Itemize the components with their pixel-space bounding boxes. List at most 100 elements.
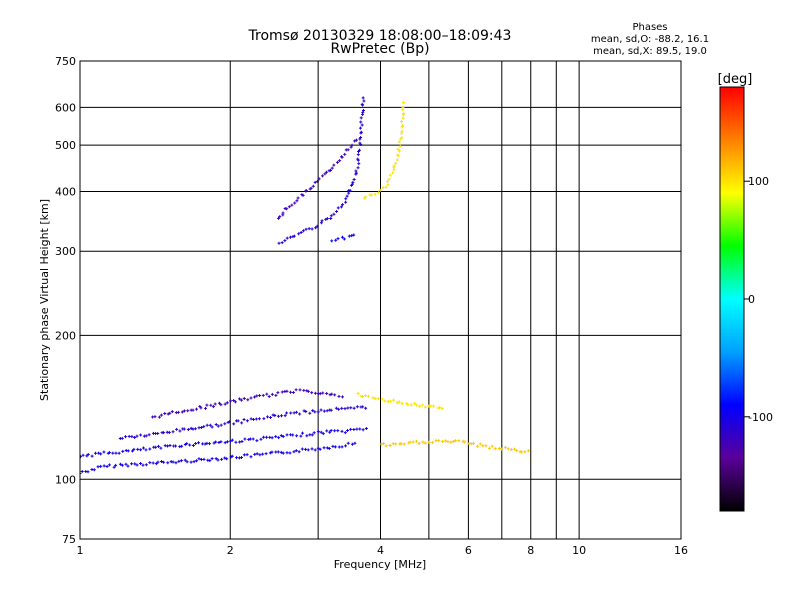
data-point: [279, 434, 283, 438]
data-point: [179, 459, 183, 463]
data-point: [193, 427, 197, 431]
data-point: [182, 409, 186, 413]
data-point: [302, 409, 306, 413]
data-point: [421, 440, 425, 444]
data-point: [359, 130, 363, 134]
data-point: [353, 139, 357, 143]
data-point: [96, 465, 100, 469]
data-point: [291, 433, 295, 437]
y-tick-label: 300: [55, 245, 76, 258]
data-point: [153, 415, 157, 419]
data-point: [288, 235, 292, 239]
data-point: [301, 229, 305, 233]
data-point: [290, 203, 294, 207]
data-point: [270, 436, 274, 440]
data-point: [329, 168, 333, 172]
data-point: [292, 411, 296, 415]
data-point: [322, 409, 326, 413]
data-point: [265, 435, 269, 439]
data-point: [409, 403, 413, 407]
data-point: [124, 435, 128, 439]
data-point: [343, 407, 347, 411]
data-point: [156, 460, 160, 464]
y-tick-labels: 75 100 200 300 400 500 600 750: [55, 55, 76, 546]
data-point: [305, 389, 309, 393]
data-point: [291, 391, 295, 395]
data-point: [80, 455, 83, 459]
data-point: [289, 411, 293, 415]
data-point: [270, 392, 274, 396]
data-point: [484, 444, 488, 448]
data-point: [205, 403, 209, 407]
data-point: [208, 442, 212, 446]
y-tick-label: 75: [62, 533, 76, 546]
data-point: [423, 405, 427, 409]
data-point: [102, 464, 106, 468]
y-tick-label: 500: [55, 139, 76, 152]
data-point: [310, 447, 314, 451]
data-point: [311, 184, 315, 188]
data-point: [267, 394, 271, 398]
data-point: [147, 433, 151, 437]
phase-summary-o: mean, sd,O: -88.2, 16.1: [591, 34, 709, 45]
data-point: [498, 446, 502, 450]
data-point: [183, 458, 187, 462]
data-point: [358, 126, 362, 130]
y-tick-label: 200: [55, 329, 76, 342]
data-point: [379, 442, 383, 446]
data-point: [168, 411, 172, 415]
data-point: [400, 129, 404, 133]
data-point: [377, 191, 381, 195]
colorbar: [deg] 100 0 -100: [718, 72, 773, 512]
data-point: [171, 460, 175, 464]
data-point: [438, 406, 442, 410]
data-point: [234, 440, 238, 444]
data-point: [216, 458, 220, 462]
data-point: [338, 159, 342, 163]
colorbar-tick-label: 0: [748, 293, 755, 306]
data-point: [102, 450, 106, 454]
data-point: [202, 457, 206, 461]
data-point: [283, 239, 287, 243]
data-point: [449, 440, 453, 444]
data-point: [352, 428, 356, 432]
data-point: [97, 451, 101, 455]
data-point: [94, 451, 98, 455]
data-point: [189, 426, 193, 430]
data-point: [80, 470, 84, 474]
data-point: [340, 429, 344, 433]
data-point: [327, 446, 331, 450]
data-point: [399, 442, 403, 446]
data-point: [526, 449, 530, 453]
data-point: [344, 197, 348, 201]
data-point: [211, 405, 215, 409]
data-point: [299, 230, 303, 234]
data-point: [166, 412, 170, 416]
data-point: [81, 453, 85, 457]
data-point: [209, 403, 213, 407]
data-point: [283, 414, 287, 418]
data-point: [380, 397, 384, 401]
x-tick-label: 2: [227, 544, 234, 557]
data-point: [203, 442, 207, 446]
data-point: [180, 444, 184, 448]
data-point: [420, 403, 424, 407]
data-point: [429, 404, 433, 408]
data-point: [401, 100, 405, 104]
data-point: [276, 391, 280, 395]
data-point: [264, 452, 268, 456]
data-point: [212, 441, 216, 445]
data-point: [242, 418, 246, 422]
data-point: [277, 216, 281, 220]
data-point: [322, 446, 326, 450]
data-point: [141, 446, 145, 450]
data-point: [307, 227, 311, 231]
data-point: [205, 423, 209, 427]
data-point: [214, 457, 218, 461]
data-point: [481, 444, 485, 448]
data-point: [235, 456, 239, 460]
data-point: [395, 401, 399, 405]
data-point: [361, 394, 365, 398]
data-point: [156, 431, 160, 435]
data-point: [411, 440, 415, 444]
